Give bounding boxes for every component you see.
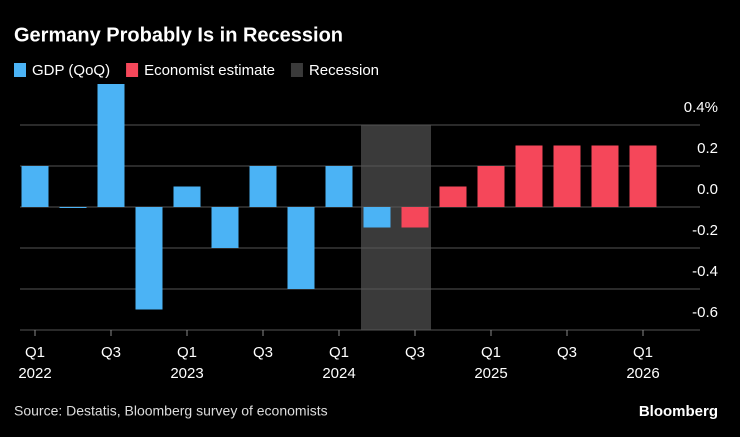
bar bbox=[477, 166, 505, 207]
y-tick-label: -0.6 bbox=[692, 304, 718, 321]
bar bbox=[287, 207, 315, 289]
legend-swatch bbox=[126, 63, 139, 77]
legend-label: Economist estimate bbox=[144, 62, 275, 79]
x-tick-label: Q1 bbox=[481, 344, 501, 361]
legend-swatch bbox=[14, 63, 26, 77]
x-tick-label: Q3 bbox=[101, 344, 121, 361]
x-tick-label: Q1 bbox=[177, 344, 197, 361]
bar bbox=[211, 207, 239, 248]
bar bbox=[249, 166, 277, 207]
chart-title: Germany Probably Is in Recession bbox=[14, 24, 343, 46]
legend-swatch bbox=[290, 63, 303, 77]
source: Source: Destatis, Bloomberg survey of ec… bbox=[14, 403, 328, 419]
y-tick-label: 0.0 bbox=[697, 181, 718, 198]
bar bbox=[401, 207, 429, 228]
x-year-label: 2023 bbox=[170, 365, 203, 382]
bar bbox=[363, 207, 391, 228]
x-tick-label: Q3 bbox=[253, 344, 273, 361]
x-tick-label: Q3 bbox=[557, 344, 577, 361]
y-tick-label: 0.4% bbox=[684, 99, 718, 116]
bar bbox=[59, 207, 87, 208]
x-year-label: 2024 bbox=[322, 365, 355, 382]
bar bbox=[135, 207, 163, 310]
x-tick-label: Q1 bbox=[329, 344, 349, 361]
bar bbox=[439, 186, 467, 207]
x-year-label: 2025 bbox=[474, 365, 507, 382]
bar bbox=[629, 145, 657, 207]
y-tick-label: 0.2 bbox=[697, 140, 718, 157]
y-tick-label: -0.2 bbox=[692, 222, 718, 239]
bar bbox=[325, 166, 353, 207]
x-tick-label: Q1 bbox=[25, 344, 45, 361]
bar bbox=[173, 186, 201, 207]
y-tick-label: -0.4 bbox=[692, 263, 718, 280]
legend-label: Recession bbox=[309, 62, 379, 79]
x-year-label: 2026 bbox=[626, 365, 659, 382]
x-tick-label: Q1 bbox=[633, 344, 653, 361]
x-tick-label: Q3 bbox=[405, 344, 425, 361]
bar bbox=[97, 84, 125, 207]
brand: Bloomberg bbox=[639, 403, 718, 420]
bar bbox=[553, 145, 581, 207]
bar bbox=[515, 145, 543, 207]
legend-label: GDP (QoQ) bbox=[32, 62, 110, 79]
bar bbox=[591, 145, 619, 207]
bar bbox=[21, 166, 49, 207]
x-year-label: 2022 bbox=[18, 365, 51, 382]
